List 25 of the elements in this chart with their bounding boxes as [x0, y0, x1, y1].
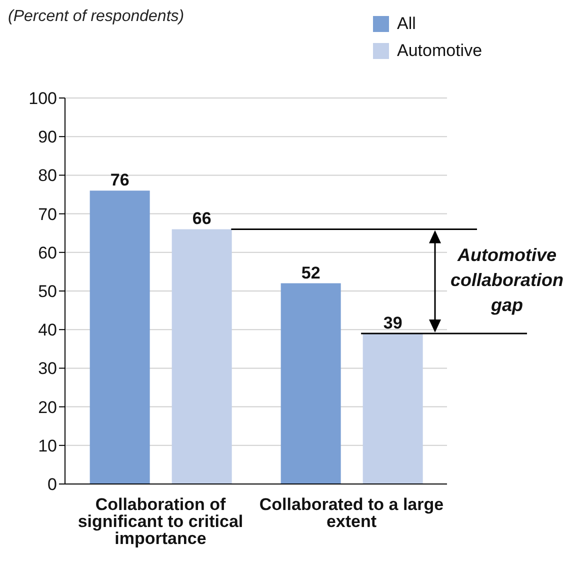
y-tick-label: 70 [38, 204, 57, 224]
y-tick-label: 0 [48, 475, 57, 494]
y-tick-label: 80 [38, 166, 57, 186]
legend-label: Automotive [397, 40, 482, 62]
bar [90, 190, 150, 484]
y-tick-label: 40 [38, 320, 57, 340]
bar [362, 333, 423, 484]
y-tick-label: 100 [28, 89, 57, 108]
y-tick-label: 90 [38, 128, 57, 147]
y-tick-label: 20 [38, 398, 57, 417]
data-label: 39 [383, 313, 402, 332]
bar [280, 283, 341, 484]
chart-subtitle: (Percent of respondents) [8, 8, 184, 26]
bar [172, 229, 232, 484]
y-tick-label: 60 [38, 243, 57, 262]
legend-label: All [397, 13, 416, 35]
x-tick-label: Collaboration of significant to critical importance [78, 495, 244, 548]
y-tick-label: 10 [38, 436, 57, 456]
data-label: 76 [110, 170, 130, 190]
y-tick-label: 30 [38, 359, 57, 378]
y-tick-label: 50 [38, 282, 57, 302]
text: Automotive collaboration gap [449, 244, 564, 318]
x-tick-label: Collaborated to a large extent [259, 495, 444, 532]
data-label: 52 [301, 263, 320, 282]
data-label: 66 [192, 209, 212, 228]
